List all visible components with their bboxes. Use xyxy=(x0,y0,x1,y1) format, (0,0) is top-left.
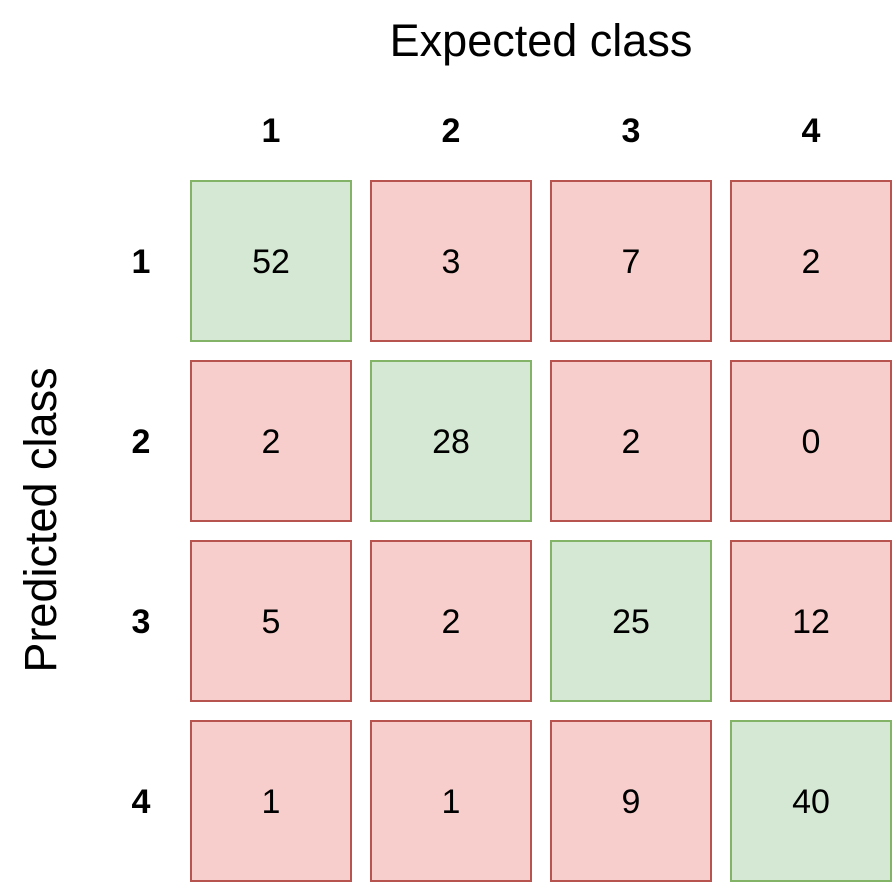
x-tick-label-4: 4 xyxy=(802,112,821,150)
cell-value-p4-e4: 40 xyxy=(792,783,830,821)
y-tick-label-4: 4 xyxy=(132,783,151,821)
cell-value-p4-e2: 1 xyxy=(442,783,461,821)
cell-value-p1-e1: 52 xyxy=(252,243,290,281)
cell-p3-e1 xyxy=(190,540,352,702)
cell-p1-e2 xyxy=(370,180,532,342)
x-tick-label-3: 3 xyxy=(622,112,641,150)
cell-value-p4-e3: 9 xyxy=(622,783,641,821)
cell-value-p2-e2: 28 xyxy=(432,423,470,461)
x-tick-label-1: 1 xyxy=(262,112,281,150)
cell-value-p4-e1: 1 xyxy=(262,783,281,821)
cell-p3-e4 xyxy=(730,540,892,702)
cell-p2-e1 xyxy=(190,360,352,522)
y-tick-label-1: 1 xyxy=(132,243,151,281)
cell-value-p2-e1: 2 xyxy=(262,423,281,461)
cell-value-p1-e2: 3 xyxy=(442,243,461,281)
x-tick-labels: 1 2 3 4 xyxy=(262,112,821,150)
y-tick-label-2: 2 xyxy=(132,423,151,461)
cell-p3-e3 xyxy=(550,540,712,702)
cell-value-p3-e2: 2 xyxy=(442,603,461,641)
cell-value-p3-e1: 5 xyxy=(262,603,281,641)
cell-value-p3-e3: 25 xyxy=(612,603,650,641)
y-axis-title: Predicted class xyxy=(15,367,66,672)
cell-p4-e4 xyxy=(730,720,892,882)
cell-value-p1-e4: 2 xyxy=(802,243,821,281)
cell-p1-e3 xyxy=(550,180,712,342)
cell-p1-e4 xyxy=(730,180,892,342)
cell-p1-e1 xyxy=(190,180,352,342)
cell-p2-e3 xyxy=(550,360,712,522)
cell-value-p2-e4: 0 xyxy=(802,423,821,461)
x-tick-label-2: 2 xyxy=(442,112,461,150)
cell-p4-e3 xyxy=(550,720,712,882)
cell-value-p2-e3: 2 xyxy=(622,423,641,461)
cell-p2-e4 xyxy=(730,360,892,522)
y-tick-label-3: 3 xyxy=(132,603,151,641)
matrix-cells: 52 3 7 22 28 2 05 2 25 121 1 9 40 xyxy=(190,180,892,882)
cell-value-p3-e4: 12 xyxy=(792,603,830,641)
cell-p3-e2 xyxy=(370,540,532,702)
cell-value-p1-e3: 7 xyxy=(622,243,641,281)
x-axis-title: Expected class xyxy=(390,15,693,66)
cell-p4-e1 xyxy=(190,720,352,882)
y-tick-labels: 1 2 3 4 xyxy=(132,243,151,821)
cell-p4-e2 xyxy=(370,720,532,882)
cell-p2-e2 xyxy=(370,360,532,522)
